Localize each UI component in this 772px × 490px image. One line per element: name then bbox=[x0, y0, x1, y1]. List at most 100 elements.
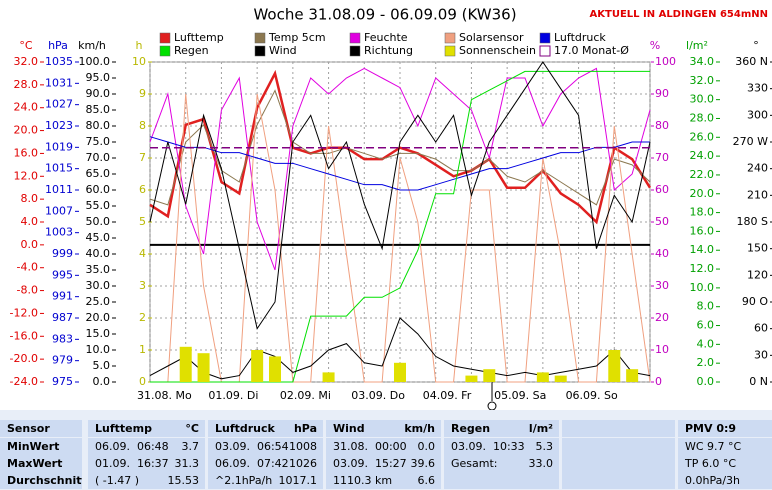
cell-text: MaxWert bbox=[7, 457, 63, 470]
tick-label: 20.0 bbox=[86, 311, 111, 324]
cell-text: 1110.3 km bbox=[333, 474, 393, 487]
tick-label: 45.0 bbox=[86, 231, 111, 244]
table-cell: 03.09. 06:54 1008 bbox=[208, 438, 323, 455]
legend-label: Solarsensor bbox=[459, 31, 524, 44]
tick-label: 12.0 bbox=[690, 262, 715, 275]
cell-text: l/m² bbox=[528, 422, 553, 435]
cell-text: Wind bbox=[333, 422, 365, 435]
sunshine-bar bbox=[483, 369, 496, 382]
cell-text: 06.09. 07:42 bbox=[215, 457, 289, 470]
table-cell: TP 6.0 °C bbox=[678, 455, 772, 472]
tick-label: -4.0 bbox=[17, 261, 38, 274]
series-line bbox=[149, 89, 651, 206]
cell-text: 0.0 bbox=[417, 440, 436, 453]
cell-text: 03.09. 15:27 bbox=[333, 457, 407, 470]
annotation: AKTUELL IN ALDINGEN 654mNN bbox=[590, 9, 768, 20]
legend-label: Regen bbox=[174, 44, 209, 57]
x-tick-label: 04.09. Fr bbox=[423, 389, 472, 402]
tick-label: 995 bbox=[52, 268, 73, 281]
cell-text: Luftdruck bbox=[215, 422, 275, 435]
legend-swatch bbox=[349, 45, 361, 57]
tick-label: 0.0 bbox=[697, 375, 715, 388]
tick-label: -24.0 bbox=[10, 375, 38, 388]
table-cell: 03.09. 15:27 39.6 bbox=[326, 455, 441, 472]
tick-label: 5 bbox=[139, 215, 146, 228]
tick-label: 300 bbox=[747, 108, 768, 121]
tick-label: 5.0 bbox=[93, 359, 111, 372]
sunshine-bar bbox=[251, 350, 264, 382]
tick-label: 1035 bbox=[45, 55, 73, 68]
tick-label: 1019 bbox=[45, 140, 73, 153]
table-cell: Luftdruck hPa bbox=[208, 420, 323, 437]
tick-label: 7 bbox=[139, 151, 146, 164]
tick-label: 8 bbox=[139, 119, 146, 132]
tick-label: 16.0 bbox=[690, 224, 715, 237]
sunshine-bar bbox=[554, 375, 567, 382]
tick-label: 3 bbox=[139, 279, 146, 292]
legend-swatch bbox=[349, 32, 361, 44]
tick-label: 979 bbox=[52, 354, 73, 367]
tick-label: 90 bbox=[655, 87, 669, 100]
legend-swatch bbox=[254, 45, 266, 57]
tick-label: 32.0 bbox=[690, 74, 715, 87]
cell-text: 31.3 bbox=[174, 457, 200, 470]
cell-text: 1026 bbox=[289, 457, 317, 470]
tick-label: 987 bbox=[52, 311, 73, 324]
tick-label: 1007 bbox=[45, 204, 73, 217]
cell-text: WC 9.7 °C bbox=[685, 440, 742, 453]
tick-label: 14.0 bbox=[690, 243, 715, 256]
legend-label: Richtung bbox=[364, 44, 413, 57]
tick-label: 0 bbox=[655, 375, 662, 388]
cell-text: ( -1.47 ) bbox=[95, 474, 140, 487]
tick-label: 8.0 bbox=[21, 192, 39, 205]
tick-label: 75.0 bbox=[86, 135, 111, 148]
tick-label: 60 bbox=[655, 183, 669, 196]
tick-label: 90.0 bbox=[86, 87, 111, 100]
table-cell bbox=[562, 420, 675, 437]
tick-label: 1011 bbox=[45, 183, 73, 196]
sunshine-bar bbox=[536, 372, 549, 382]
x-tick-label: 06.09. So bbox=[566, 389, 618, 402]
legend-swatch bbox=[254, 32, 266, 44]
tick-label: 60 bbox=[754, 322, 768, 335]
table-cell: Durchschnitt bbox=[0, 472, 82, 489]
tick-label: 270 W bbox=[733, 135, 768, 148]
cell-text: ^2.1hPa/h bbox=[215, 474, 273, 487]
legend-swatch bbox=[444, 32, 456, 44]
tick-label: 150 bbox=[747, 242, 768, 255]
table-cell: WC 9.7 °C bbox=[678, 438, 772, 455]
chart-title: Woche 31.08.09 - 06.09.09 (KW36) bbox=[253, 6, 516, 24]
table-cell: ^2.1hPa/h 1017.1 bbox=[208, 472, 323, 489]
sunshine-bar bbox=[394, 362, 406, 382]
series-line bbox=[149, 317, 651, 380]
cell-text: TP 6.0 °C bbox=[685, 457, 737, 470]
stats-table: Sensor Lufttemp °C Luftdruck hPa Wind km/h Rege… bbox=[0, 410, 772, 490]
legend-swatch bbox=[159, 45, 171, 57]
sunshine-bar bbox=[197, 353, 210, 382]
tick-label: 90 O bbox=[742, 295, 768, 308]
cell-text: Sensor bbox=[7, 422, 50, 435]
cell-text: 03.09. 06:54 bbox=[215, 440, 289, 453]
legend-label: Luftdruck bbox=[554, 31, 606, 44]
tick-label: 32.0 bbox=[14, 55, 39, 68]
cell-text: Regen bbox=[451, 422, 491, 435]
cell-text: Lufttemp bbox=[95, 422, 152, 435]
tick-label: 0.0 bbox=[21, 238, 39, 251]
x-tick-label: 01.09. Di bbox=[208, 389, 258, 402]
table-cell bbox=[562, 438, 675, 455]
tick-label: 10.0 bbox=[86, 343, 111, 356]
cell-text: 0.0hPa/3h bbox=[685, 474, 741, 487]
x-tick-label: 03.09. Do bbox=[351, 389, 405, 402]
legend-label: Sonnenschein bbox=[459, 44, 536, 57]
legend-swatch bbox=[159, 32, 171, 44]
cell-text: 31.08. 00:00 bbox=[333, 440, 407, 453]
tick-label: 70 bbox=[655, 151, 669, 164]
cell-text: Gesamt: bbox=[451, 457, 498, 470]
table-cell: MinWert bbox=[0, 438, 82, 455]
table-cell: 06.09. 07:42 1026 bbox=[208, 455, 323, 472]
cell-text: 33.0 bbox=[528, 457, 554, 470]
series-line bbox=[149, 136, 650, 191]
tick-label: 180 S bbox=[737, 215, 768, 228]
tick-label: 210 bbox=[747, 188, 768, 201]
table-cell: ( -1.47 ) 15.53 bbox=[88, 472, 205, 489]
